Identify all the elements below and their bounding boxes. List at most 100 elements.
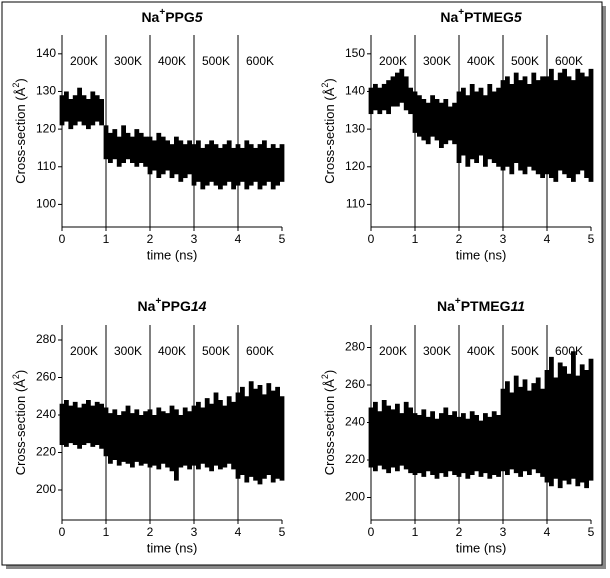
title-part: + — [455, 296, 461, 307]
chart-title: Na+PTMEG11 — [437, 296, 525, 314]
x-tick-label: 3 — [191, 525, 198, 539]
x-tick-label: 5 — [279, 525, 286, 539]
y-axis-label: Cross-section (Å2) — [11, 78, 28, 183]
x-tick-label: 4 — [235, 232, 242, 246]
x-tick-label: 2 — [456, 232, 463, 246]
title-part: Na — [437, 298, 455, 314]
title-part: + — [159, 7, 165, 18]
y-axis-label: Cross-section (Å2) — [320, 370, 337, 475]
x-tick-label: 3 — [191, 232, 198, 246]
x-axis-label: time (ns) — [147, 247, 198, 262]
region-label: 600K — [246, 54, 274, 68]
y-tick-label: 150 — [345, 46, 365, 60]
y-label-part: ) — [322, 78, 337, 82]
y-tick-label: 140 — [345, 84, 365, 98]
x-tick-label: 4 — [544, 232, 551, 246]
region-label: 200K — [70, 344, 98, 358]
y-label-part: 2 — [11, 83, 21, 88]
y-tick-label: 110 — [37, 159, 56, 173]
region-label: 200K — [379, 344, 407, 358]
region-label: 300K — [114, 344, 142, 358]
x-tick-label: 5 — [588, 232, 595, 246]
x-axis-label: time (ns) — [147, 540, 198, 555]
region-label: 500K — [511, 54, 539, 68]
chart-title: Na+PPG14 — [138, 296, 207, 314]
y-tick-label: 120 — [345, 159, 365, 173]
title-part: Na — [141, 9, 159, 25]
title-part: Na — [440, 9, 458, 25]
x-tick-label: 4 — [544, 525, 551, 539]
region-label: 300K — [114, 54, 142, 68]
x-tick-label: 3 — [500, 525, 507, 539]
y-tick-label: 140 — [36, 46, 56, 60]
x-tick-label: 1 — [103, 525, 110, 539]
y-label-part: ) — [13, 78, 28, 82]
x-tick-label: 1 — [412, 232, 419, 246]
title-part: PTMEG — [461, 298, 511, 314]
x-tick-label: 1 — [103, 232, 110, 246]
y-tick-label: 220 — [36, 445, 56, 459]
y-tick-label: 200 — [345, 490, 365, 504]
y-axis-label: Cross-section (Å2) — [11, 370, 28, 475]
y-tick-label: 100 — [36, 197, 56, 211]
x-axis-label: time (ns) — [456, 540, 507, 555]
title-part: 5 — [195, 9, 203, 25]
y-tick-label: 240 — [345, 415, 365, 429]
region-label: 400K — [158, 344, 186, 358]
region-label: 300K — [423, 54, 451, 68]
x-tick-label: 2 — [147, 232, 154, 246]
x-axis-label: time (ns) — [456, 247, 507, 262]
y-tick-label: 220 — [345, 452, 365, 466]
region-label: 400K — [158, 54, 186, 68]
region-label: 600K — [555, 344, 583, 358]
x-tick-label: 2 — [456, 525, 463, 539]
region-label: 400K — [467, 54, 495, 68]
y-tick-label: 110 — [346, 197, 365, 211]
y-label-part: 2 — [320, 83, 330, 88]
y-tick-label: 240 — [36, 407, 56, 421]
x-tick-label: 4 — [235, 525, 242, 539]
x-tick-label: 1 — [412, 525, 419, 539]
y-label-part: Cross-section (Å — [322, 87, 337, 183]
region-label: 500K — [202, 54, 230, 68]
region-label: 200K — [379, 54, 407, 68]
region-label: 600K — [246, 344, 274, 358]
y-label-part: ) — [13, 370, 28, 374]
y-label-part: ) — [322, 370, 337, 374]
chart-title: Na+PPG5 — [141, 7, 202, 25]
region-label: 400K — [467, 344, 495, 358]
region-label: 300K — [423, 344, 451, 358]
x-tick-label: 0 — [59, 525, 66, 539]
y-label-part: Cross-section (Å — [322, 379, 337, 475]
x-tick-label: 5 — [279, 232, 286, 246]
y-tick-label: 200 — [36, 482, 56, 496]
y-label-part: 2 — [11, 374, 21, 379]
y-tick-label: 260 — [345, 377, 365, 391]
region-label: 500K — [511, 344, 539, 358]
title-part: 14 — [191, 298, 207, 314]
x-tick-label: 0 — [368, 232, 375, 246]
x-tick-label: 3 — [500, 232, 507, 246]
region-label: 600K — [555, 54, 583, 68]
y-axis-label: Cross-section (Å2) — [320, 78, 337, 183]
region-label: 200K — [70, 54, 98, 68]
y-tick-label: 280 — [36, 332, 56, 346]
title-part: 11 — [510, 298, 525, 314]
title-part: + — [155, 296, 161, 307]
y-tick-label: 280 — [345, 340, 365, 354]
x-tick-label: 0 — [59, 232, 66, 246]
y-tick-label: 130 — [36, 84, 56, 98]
y-tick-label: 260 — [36, 370, 56, 384]
y-tick-label: 130 — [345, 121, 365, 135]
x-tick-label: 5 — [588, 525, 595, 539]
title-part: PPG — [161, 298, 191, 314]
title-part: PTMEG — [464, 9, 514, 25]
x-tick-label: 2 — [147, 525, 154, 539]
y-label-part: Cross-section (Å — [13, 87, 28, 183]
y-label-part: Cross-section (Å — [13, 379, 28, 475]
title-part: + — [458, 7, 464, 18]
y-label-part: 2 — [320, 374, 330, 379]
chart-title: Na+PTMEG5 — [440, 7, 522, 25]
